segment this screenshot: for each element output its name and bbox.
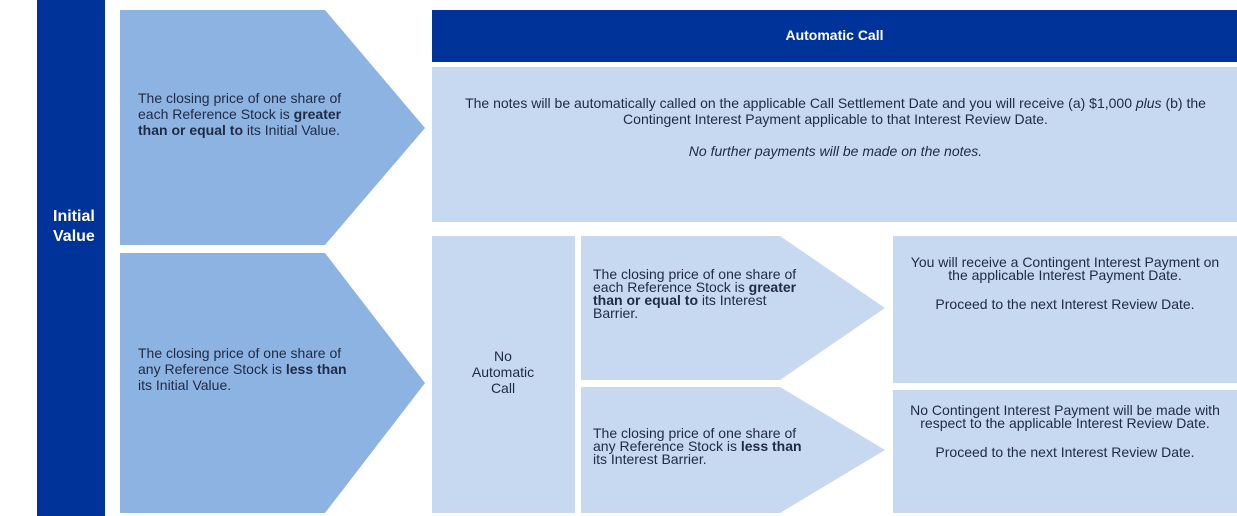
outcome-bottom: No Contingent Interest Payment will be m… <box>910 402 1220 460</box>
text: greater than or equal to <box>593 279 797 308</box>
left-bar <box>37 0 105 516</box>
text: The closing price of one share of each R… <box>138 90 342 122</box>
left-label: Initial Value <box>53 208 95 245</box>
outcome-box-bottom <box>893 390 1237 513</box>
interest-condition-bottom: The closing price of one share of any Re… <box>593 425 803 467</box>
text: plus <box>1135 95 1162 111</box>
text: The closing price of one share of each R… <box>593 266 797 295</box>
auto-call-title: Automatic Call <box>785 27 884 43</box>
bottom-arrow <box>120 253 425 513</box>
text: less than <box>740 438 802 454</box>
text: less than <box>285 361 347 377</box>
text: its Interest Barrier. <box>593 292 767 321</box>
interest-arrow-top <box>581 236 885 380</box>
text: its Interest Barrier. <box>593 451 707 467</box>
text: its Initial Value. <box>243 122 341 138</box>
no-call-box <box>432 236 575 513</box>
text: Proceed to the next Interest Review Date… <box>935 296 1195 312</box>
auto-call-body <box>432 67 1237 222</box>
outcome-box-top <box>893 236 1237 383</box>
text: The notes will be automatically called o… <box>465 95 1136 111</box>
outcome-top: You will receive a Contingent Interest P… <box>910 254 1220 312</box>
top-condition: The closing price of one share of each R… <box>138 90 348 138</box>
text: The closing price of one share of any Re… <box>138 345 342 377</box>
interest-condition-top: The closing price of one share of each R… <box>593 266 803 321</box>
text: No further payments will be made on the … <box>688 143 983 159</box>
auto-call-text: The notes will be automatically called o… <box>448 95 1223 159</box>
text: Proceed to the next Interest Review Date… <box>935 444 1195 460</box>
interest-arrow-bottom <box>581 387 885 513</box>
bottom-condition: The closing price of one share of any Re… <box>138 345 348 393</box>
no-call-text: No Automatic Call <box>471 348 535 396</box>
text: You will receive a Contingent Interest P… <box>910 254 1220 283</box>
top-arrow <box>120 10 425 245</box>
text: its Initial Value. <box>138 377 232 393</box>
auto-call-header <box>432 10 1237 62</box>
text: (b) the Contingent Interest Payment appl… <box>623 95 1206 127</box>
text: No Contingent Interest Payment will be m… <box>910 402 1220 431</box>
text: greater than or equal to <box>138 106 342 138</box>
text: The closing price of one share of any Re… <box>593 425 797 454</box>
